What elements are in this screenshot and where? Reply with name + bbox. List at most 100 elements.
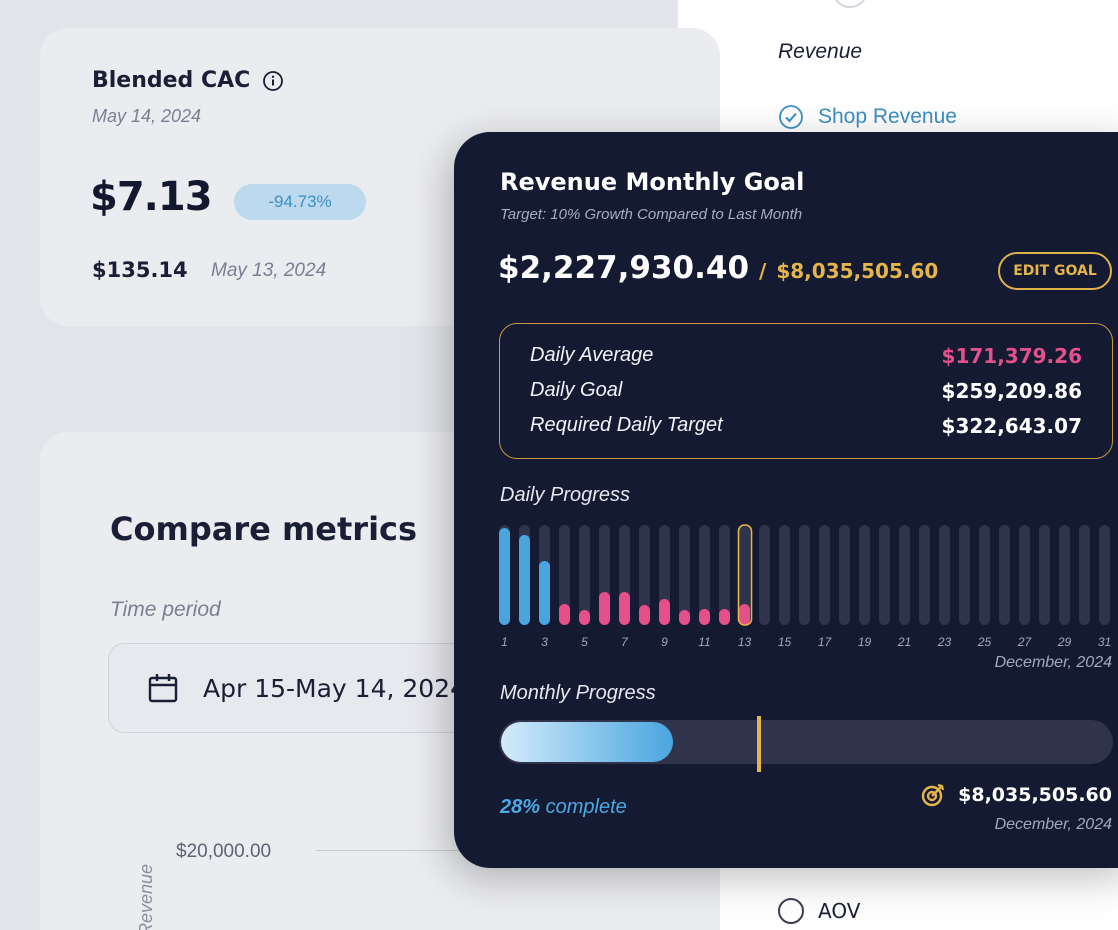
day-tick-label: 7 [621,635,629,649]
goal-amount: $2,227,930.40 / $8,035,505.60 [498,250,938,286]
day-tick-label: 3 [541,635,548,649]
daily-bar[interactable] [719,609,730,625]
final-amount-value: $8,035,505.60 [958,784,1112,806]
day-tick-label: 9 [661,635,668,649]
goal-target-amount: $8,035,505.60 [776,259,939,283]
day-tick-label: 11 [698,635,710,649]
daily-bar-track [979,525,990,625]
target-marker [756,716,761,772]
change-badge: -94.73% [234,184,366,220]
day-tick-label: 17 [818,635,833,649]
daily-bar[interactable] [519,535,530,625]
goal-separator: / [759,259,767,283]
monthly-progress-fill [501,722,673,762]
info-icon[interactable] [262,70,284,92]
daily-bar[interactable] [679,610,690,625]
cac-date: May 14, 2024 [92,106,202,126]
check-circle-icon [779,105,803,129]
daily-bar-track [939,525,950,625]
option-shop-revenue-label: Shop Revenue [818,105,957,128]
day-tick-label: 25 [977,635,992,649]
stat-value: $322,643.07 [941,414,1082,438]
stat-row: Daily Average $171,379.26 [530,344,1082,368]
daily-bar-track [759,525,770,625]
daily-bar-track [819,525,830,625]
day-tick-label: 27 [1017,635,1033,649]
goal-stats-box: Daily Average $171,379.26 Daily Goal $25… [499,323,1113,459]
daily-bar-track [959,525,970,625]
monthly-progress-bar [499,720,1113,764]
stat-value: $171,379.26 [941,344,1082,368]
goal-final-amount: $8,035,505.60 [918,782,1112,808]
cac-previous-value: $135.14 [92,258,188,282]
daily-bar-track [1019,525,1030,625]
chart-gridline [316,850,466,851]
day-tick-label: 31 [1098,635,1111,649]
cac-title-text: Blended CAC [92,68,251,93]
cac-previous-date: May 13, 2024 [211,260,327,281]
daily-bar-track [1059,525,1070,625]
stat-label: Daily Average [530,344,654,366]
daily-bar[interactable] [699,609,710,625]
daily-bar[interactable] [499,528,510,625]
stat-row: Required Daily Target $322,643.07 [530,414,1082,438]
daily-bar[interactable] [619,592,630,625]
stat-label: Required Daily Target [530,414,723,436]
stat-label: Daily Goal [530,379,623,401]
today-highlight [737,524,753,626]
day-tick-label: 19 [858,635,872,649]
daily-bar-track [739,525,750,625]
daily-bar[interactable] [739,604,750,625]
daily-bar-track [719,525,730,625]
daily-month-label: December, 2024 [994,654,1112,671]
day-tick-label: 23 [937,635,952,649]
time-period-label: Time period [110,598,221,621]
day-tick-label: 1 [501,635,508,649]
day-tick-label: 29 [1057,635,1072,649]
daily-bar[interactable] [539,561,550,625]
daily-bar-track [1099,525,1110,625]
daily-bar-track [839,525,850,625]
daily-bar-track [879,525,890,625]
daily-bar[interactable] [639,605,650,625]
day-tick-label: 15 [778,635,792,649]
date-range-value: Apr 15-May 14, 2024 [203,673,466,703]
completion-percent: 28% [500,796,541,818]
y-axis-label: Revenue [136,863,156,930]
edit-goal-button[interactable]: EDIT GOAL [998,252,1112,290]
completion-text: 28% complete [500,796,627,819]
option-aov-label: AOV [818,899,861,923]
calendar-icon [148,674,178,703]
daily-bar-track [779,525,790,625]
cac-value: $7.13 [90,174,213,220]
option-aov[interactable]: AOV [778,898,860,924]
daily-progress-label: Daily Progress [500,484,631,506]
daily-bar-track [899,525,910,625]
daily-progress-chart: 1 3 5 7 9 11 13 15 17 19 21 23 25 27 29 31 [499,524,1111,649]
final-date: December, 2024 [994,816,1112,833]
daily-bar[interactable] [659,599,670,625]
daily-bar-track [799,525,810,625]
daily-bar-track [859,525,870,625]
compare-title: Compare metrics [110,510,418,548]
monthly-progress-label: Monthly Progress [500,682,656,704]
goal-current-amount: $2,227,930.40 [498,250,750,286]
daily-bar-track [679,525,690,625]
day-tick-label: 21 [897,635,911,649]
radio-circle-icon [778,898,804,924]
target-icon [921,783,945,807]
daily-bar-track [699,525,710,625]
daily-bar[interactable] [559,604,570,625]
daily-bar-track [1079,525,1090,625]
daily-bar[interactable] [579,610,590,625]
daily-bar[interactable] [599,592,610,625]
completion-label: complete [545,796,627,818]
y-axis-tick: $20,000.00 [176,841,272,862]
option-shop-revenue[interactable]: Shop Revenue [778,104,957,130]
daily-bar-track [999,525,1010,625]
goal-title: Revenue Monthly Goal [500,168,805,196]
goal-subtitle: Target: 10% Growth Compared to Last Mont… [500,206,803,223]
daily-bar-track [559,525,570,625]
daily-bar-track [639,525,650,625]
daily-bar-track [579,525,590,625]
